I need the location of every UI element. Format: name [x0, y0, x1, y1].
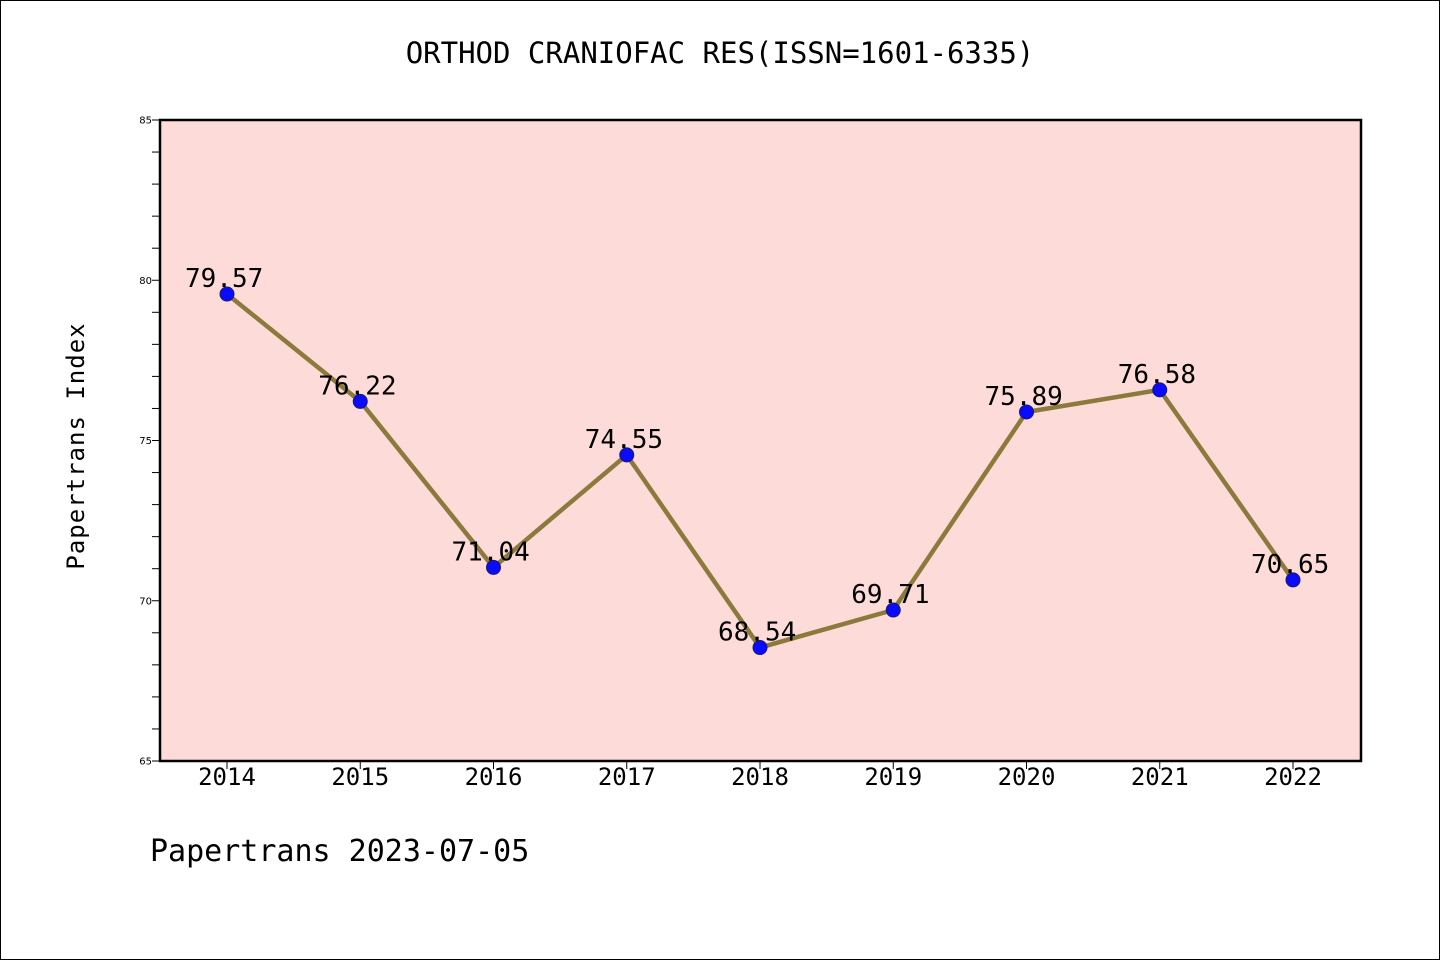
data-point: [1285, 572, 1301, 588]
data-point: [885, 602, 901, 618]
data-point: [619, 447, 635, 463]
x-tick-label: 2016: [465, 763, 523, 791]
y-tick-label: 70: [139, 596, 152, 607]
data-label: 76.58: [1118, 360, 1196, 390]
x-tick-label: 2018: [731, 763, 789, 791]
data-label: 68.54: [718, 618, 796, 648]
chart-title: ORTHOD CRANIOFAC RES(ISSN=1601-6335): [405, 36, 1035, 70]
data-point: [352, 393, 368, 409]
data-point: [1019, 404, 1034, 420]
x-tick-label: 2020: [998, 763, 1056, 791]
x-tick-label: 2015: [331, 763, 389, 791]
data-label: 71.04: [452, 537, 530, 567]
data-label: 75.89: [985, 382, 1063, 412]
data-point: [752, 640, 768, 656]
x-tick-label: 2019: [864, 763, 922, 791]
data-point: [219, 286, 235, 302]
x-tick-label: 2014: [198, 763, 256, 791]
y-tick-label: 65: [139, 757, 152, 768]
data-label: 70.65: [1251, 550, 1329, 580]
data-point: [486, 559, 501, 575]
data-markers: [219, 286, 1301, 656]
plot-area: [160, 120, 1361, 761]
data-point: [1152, 382, 1168, 398]
plot-border: [158, 118, 1363, 763]
data-labels: 79.57 76.22 71.04 74.55 68.54 69.71 75.89 76.58…: [185, 264, 1329, 648]
x-tick-label: 2021: [1131, 763, 1189, 791]
y-tick-label: 80: [139, 276, 152, 287]
footer-date-text: Papertrans 2023-07-05: [150, 834, 530, 869]
x-tick-label: 2022: [1264, 763, 1322, 791]
y-tick-label: 75: [139, 436, 152, 447]
x-axis: 2014 2015 2016 2017 2018 2019 2020 2021 2022: [198, 761, 1322, 791]
data-label: 74.55: [585, 425, 663, 455]
y-axis: 65 70 75 80 85: [139, 116, 160, 768]
data-label: 79.57: [185, 264, 263, 294]
y-tick-label: 85: [139, 116, 152, 127]
data-label: 76.22: [318, 371, 396, 401]
x-tick-label: 2017: [598, 763, 656, 791]
data-label: 69.71: [851, 580, 929, 610]
